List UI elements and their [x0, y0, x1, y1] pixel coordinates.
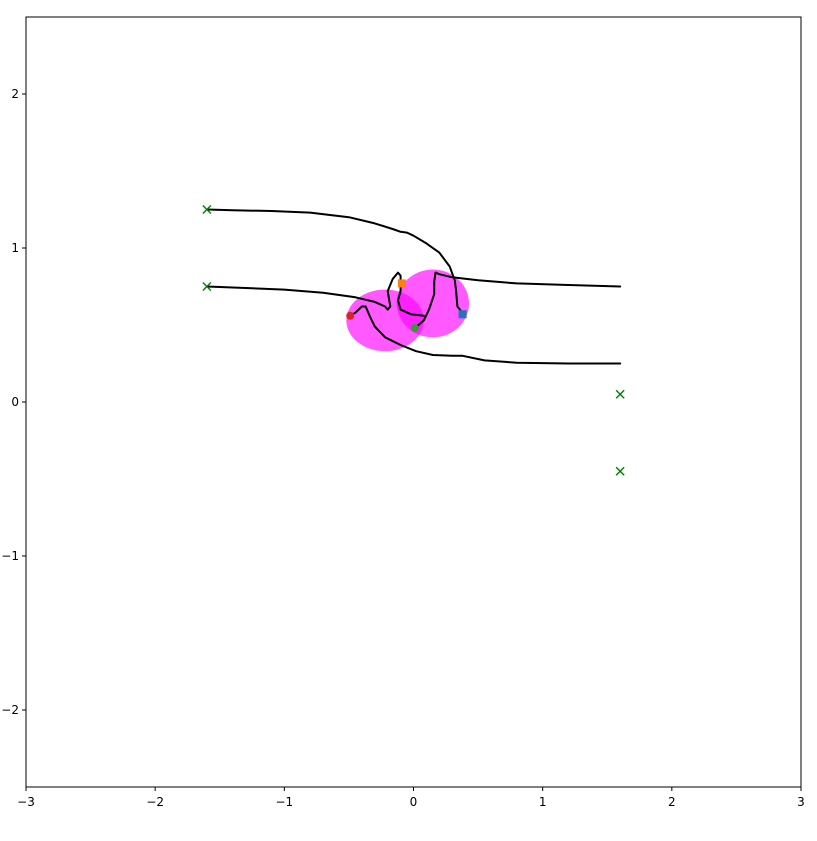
- x-tick-label: 0: [410, 795, 418, 809]
- x-tick-label: −3: [17, 795, 35, 809]
- target-x-stroke: [615, 466, 625, 476]
- trajectory-3: [349, 305, 622, 365]
- marker-layer: [202, 205, 625, 476]
- x-tick-label: 2: [668, 795, 676, 809]
- target-x-marker-2: [202, 282, 212, 291]
- path-layer: [205, 208, 622, 365]
- y-tick-label: −1: [1, 549, 19, 563]
- target-x-marker-3: [615, 389, 625, 399]
- x-tick-label: −1: [275, 795, 293, 809]
- target-x-stroke: [202, 205, 212, 214]
- square-marker-2: [397, 279, 406, 288]
- y-tick-label: −2: [1, 703, 19, 717]
- y-tick-label: 2: [11, 87, 19, 101]
- target-x-stroke: [615, 389, 625, 399]
- dot-marker-2: [346, 311, 355, 320]
- target-x-marker-4: [615, 466, 625, 476]
- x-tick-label: −2: [146, 795, 164, 809]
- trajectory-1: [205, 208, 464, 316]
- uncertainty-ellipse-2: [396, 269, 470, 338]
- target-x-marker-1: [202, 205, 212, 214]
- x-tick-label: 3: [797, 795, 805, 809]
- axis-layer: −3 −2 −1 0 1 2 3 −2 −1 0 1 2: [1, 87, 805, 809]
- square-marker-1: [458, 310, 467, 319]
- dot-marker-1: [410, 324, 419, 333]
- y-tick-label: 0: [11, 395, 19, 409]
- trajectory-2: [205, 271, 425, 317]
- y-tick-label: 1: [11, 241, 19, 255]
- ellipse-layer: [346, 269, 470, 352]
- trajectory-4: [413, 271, 622, 330]
- target-x-stroke: [202, 282, 212, 291]
- x-tick-label: 1: [539, 795, 547, 809]
